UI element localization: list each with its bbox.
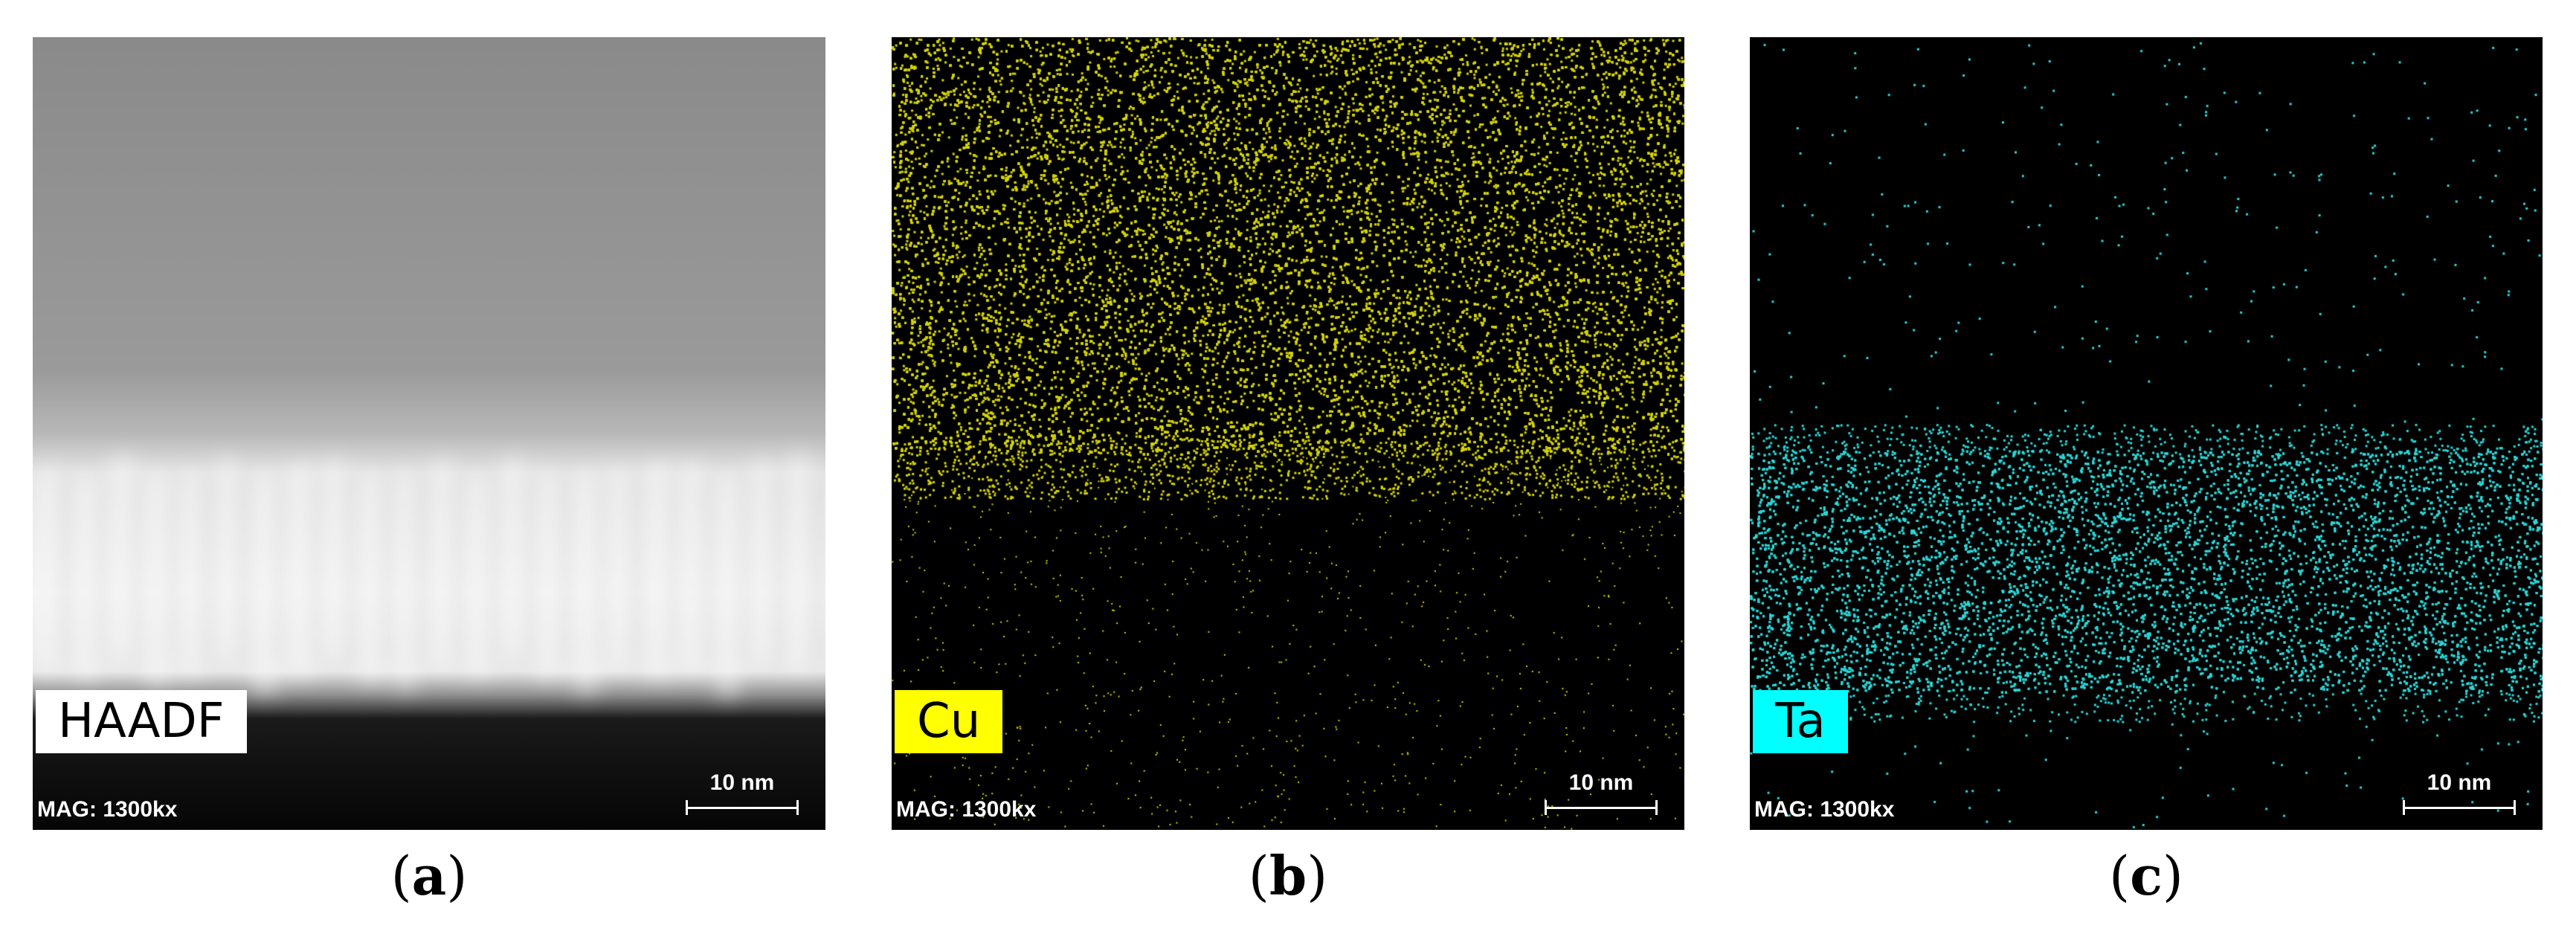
caption-c: (c) bbox=[2108, 844, 2184, 907]
cu-label: Cu bbox=[895, 690, 1003, 753]
cu-map-panel: Cu MAG: 1300kx 10 nm bbox=[892, 37, 1684, 830]
scale-bar: 10 nm bbox=[686, 770, 799, 815]
caption-letter: b bbox=[1269, 844, 1307, 907]
ta-map-panel: Ta MAG: 1300kx 10 nm bbox=[1750, 37, 2543, 830]
scale-bar: 10 nm bbox=[2403, 770, 2516, 815]
scale-bar: 10 nm bbox=[1545, 770, 1658, 815]
ta-elemental-map bbox=[1750, 37, 2543, 830]
cu-elemental-map bbox=[892, 37, 1684, 830]
caption-letter: a bbox=[411, 844, 447, 907]
caption-b: (b) bbox=[1248, 844, 1328, 907]
caption-a: (a) bbox=[390, 844, 468, 907]
scale-bar-label: 10 nm bbox=[709, 770, 775, 795]
scale-bar-label: 10 nm bbox=[1568, 770, 1634, 795]
magnification-text: MAG: 1300kx bbox=[896, 797, 1037, 822]
ta-label: Ta bbox=[1753, 690, 1848, 753]
caption-letter: c bbox=[2130, 844, 2163, 907]
magnification-text: MAG: 1300kx bbox=[37, 797, 178, 822]
haadf-image-panel: HAADF MAG: 1300kx 10 nm bbox=[33, 37, 825, 830]
scale-bar-label: 10 nm bbox=[2427, 770, 2492, 795]
magnification-text: MAG: 1300kx bbox=[1754, 797, 1895, 822]
haadf-label: HAADF bbox=[36, 690, 247, 753]
